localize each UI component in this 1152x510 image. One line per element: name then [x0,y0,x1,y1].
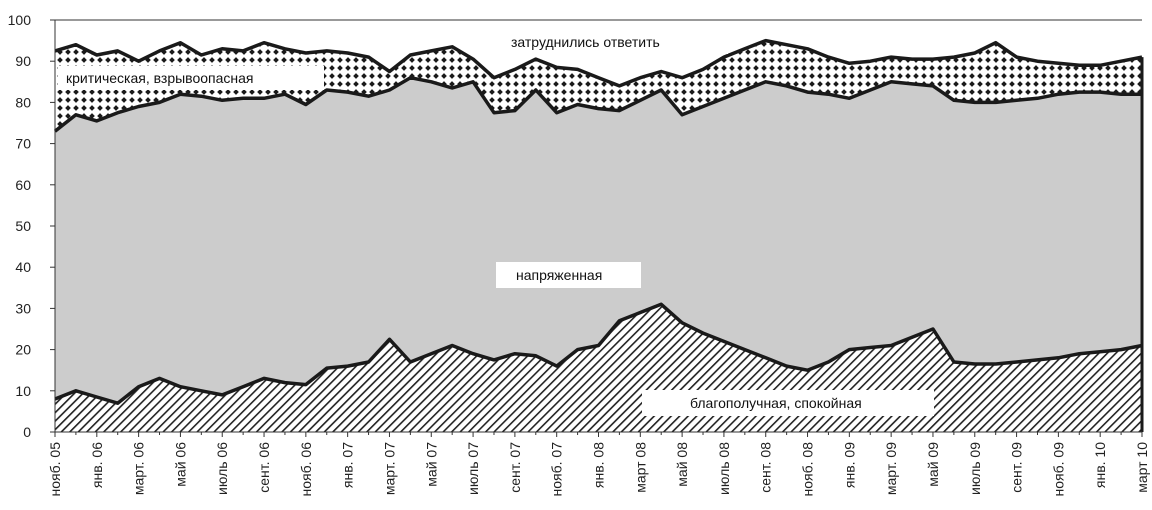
line-critical [54,38,1143,88]
y-tick-label: 10 [15,383,31,399]
y-tick-label: 70 [15,136,31,152]
label-undecided-background [498,30,728,54]
area-tense [55,77,1142,404]
x-tick-label: март 10 [1134,442,1150,493]
y-tick-label: 40 [15,259,31,275]
x-tick-label: июль 06 [214,442,230,495]
label-undecided-text: затруднились ответить [511,34,660,50]
label-critical: критическая, взрывоопасная [58,66,324,90]
x-tick-label: сент. 07 [507,442,523,493]
band-labels-group: затруднились ответить критическая, взрыв… [58,30,934,416]
line-calm [54,302,1143,405]
x-tick-label: янв. 10 [1092,442,1108,488]
y-tick-label: 60 [15,177,31,193]
label-calm-text: благополучная, спокойная [690,395,862,411]
x-tick-label: сент. 06 [256,442,272,493]
x-tick-label: июль 08 [716,442,732,495]
x-tick-label: март. 07 [381,442,397,495]
label-critical-text: критическая, взрывоопасная [66,70,254,86]
x-tick-label: янв. 06 [89,442,105,488]
x-tick-label: март. 09 [883,442,899,495]
x-tick-label: нояб. 06 [298,442,314,497]
x-tick-label: нояб. 09 [1050,442,1066,497]
axes-group: 0 10 20 30 40 50 60 70 80 90 100 нояб. 05 янв. 06 мар… [8,12,1150,496]
x-tick-label: май 08 [674,442,690,487]
label-calm-background [642,390,934,416]
label-critical-background [58,66,324,90]
y-tick-label: 20 [15,342,31,358]
label-tense: напряженная [496,262,641,288]
x-tick-label: май 06 [172,442,188,487]
label-tense-background [496,262,641,288]
y-tick-label: 90 [15,53,31,69]
y-tick-label: 0 [23,424,31,440]
label-tense-text: напряженная [516,267,602,283]
y-tick-label: 50 [15,218,31,234]
x-tick-label: март 08 [632,442,648,493]
x-tick-label: янв. 08 [591,442,607,488]
y-tick-label: 80 [15,94,31,110]
x-tick-label: май 07 [423,442,439,487]
area-critical [55,40,1142,132]
x-tick-label: май 09 [925,442,941,487]
x-tick-label: март. 06 [131,442,147,495]
boundary-lines-group [53,38,1144,432]
x-tick-label: нояб. 07 [549,442,565,497]
x-tick-label: июль 07 [465,442,481,495]
line-tense [53,75,1142,133]
x-tick-label: сент. 08 [758,442,774,493]
x-tick-label: нояб. 05 [47,442,63,497]
x-tick-label: сент. 09 [1009,442,1025,493]
label-undecided: затруднились ответить [498,30,728,54]
x-tick-label: июль 09 [967,442,983,495]
y-tick-label: 100 [8,12,32,28]
x-tick-label: янв. 07 [340,442,356,488]
label-calm: благополучная, спокойная [642,390,934,416]
y-tick-label: 30 [15,300,31,316]
x-tick-label: янв. 09 [841,442,857,488]
x-tick-label: нояб. 08 [800,442,816,497]
